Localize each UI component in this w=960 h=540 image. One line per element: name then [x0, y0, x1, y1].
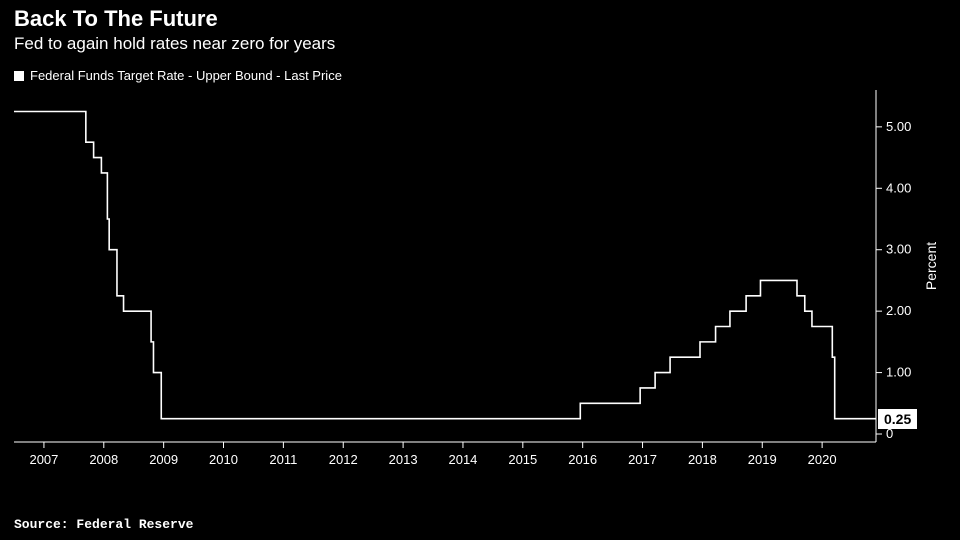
svg-text:2018: 2018 [688, 452, 717, 467]
source-attribution: Source: Federal Reserve [14, 517, 193, 532]
chart-subtitle: Fed to again hold rates near zero for ye… [0, 32, 960, 54]
svg-text:2020: 2020 [808, 452, 837, 467]
svg-text:2017: 2017 [628, 452, 657, 467]
svg-text:2009: 2009 [149, 452, 178, 467]
svg-text:2014: 2014 [448, 452, 477, 467]
svg-text:1.00: 1.00 [886, 365, 911, 380]
chart-svg: 01.002.003.004.005.00Percent200720082009… [14, 90, 946, 480]
svg-text:2011: 2011 [269, 452, 297, 467]
svg-text:2010: 2010 [209, 452, 238, 467]
legend-label: Federal Funds Target Rate - Upper Bound … [30, 68, 342, 83]
chart-title: Back To The Future [0, 0, 960, 32]
svg-text:4.00: 4.00 [886, 180, 911, 195]
svg-text:Percent: Percent [923, 242, 939, 290]
legend: Federal Funds Target Rate - Upper Bound … [0, 54, 960, 83]
svg-text:2012: 2012 [329, 452, 358, 467]
svg-text:2013: 2013 [389, 452, 418, 467]
svg-text:2016: 2016 [568, 452, 597, 467]
svg-text:2007: 2007 [29, 452, 58, 467]
svg-text:2019: 2019 [748, 452, 777, 467]
svg-text:2015: 2015 [508, 452, 537, 467]
svg-text:2008: 2008 [89, 452, 118, 467]
svg-text:3.00: 3.00 [886, 242, 911, 257]
last-value-callout: 0.25 [878, 409, 917, 429]
svg-text:2.00: 2.00 [886, 303, 911, 318]
chart-plot: 01.002.003.004.005.00Percent200720082009… [14, 90, 946, 480]
svg-text:5.00: 5.00 [886, 119, 911, 134]
legend-marker-icon [14, 71, 24, 81]
